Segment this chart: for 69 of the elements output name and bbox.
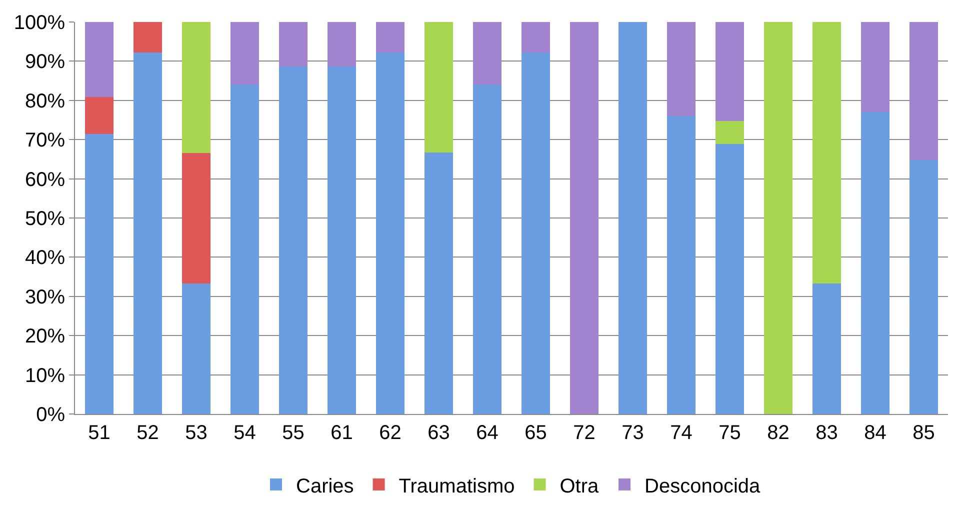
y-tick-label: 80% [24, 90, 66, 112]
x-tick-label: 84 [864, 422, 886, 444]
x-tick-label: 55 [282, 422, 304, 444]
y-tick-label: 0% [36, 404, 66, 426]
x-tick-label: 53 [185, 422, 208, 444]
x-tick-label: 64 [476, 422, 498, 444]
y-tick-label: 50% [24, 208, 66, 230]
x-tick-label: 72 [573, 422, 596, 444]
x-tick-label: 75 [718, 422, 741, 444]
bar [618, 22, 647, 414]
x-tick-label: 74 [670, 422, 692, 444]
legend-label: Otra [560, 475, 600, 498]
bar [230, 22, 259, 85]
bar [861, 112, 890, 414]
x-tick-label: 83 [816, 422, 838, 444]
legend-label: Traumatismo [398, 475, 515, 498]
y-tick-label: 60% [24, 168, 66, 191]
legend-label: Desconocida [644, 475, 762, 498]
x-tick-label: 54 [234, 422, 256, 444]
bar [473, 84, 502, 414]
bar [85, 96, 114, 134]
y-tick-label: 70% [24, 130, 66, 152]
x-tick-label: 65 [524, 422, 547, 444]
x-tick-label: 63 [428, 422, 450, 444]
bar [812, 283, 841, 414]
x-tick-label: 85 [912, 422, 935, 444]
bar [764, 22, 792, 414]
y-tick-label: 40% [24, 247, 66, 270]
bar [85, 22, 114, 97]
bar [134, 52, 162, 414]
bar [424, 152, 453, 414]
x-tick-label: 62 [379, 422, 402, 444]
bar [910, 160, 938, 414]
x-tick-label: 52 [136, 422, 159, 444]
bar [716, 144, 744, 414]
x-tick-label: 73 [622, 422, 644, 444]
y-tick-label: 10% [24, 364, 66, 387]
x-tick-label: 82 [767, 422, 790, 444]
bar [182, 22, 210, 153]
bar [812, 22, 841, 284]
bar [85, 134, 114, 414]
y-tick-label: 90% [24, 51, 66, 74]
bar [424, 22, 453, 153]
x-tick-label: 51 [88, 422, 110, 444]
bar [861, 22, 890, 112]
bar [376, 22, 404, 53]
bar [473, 22, 502, 85]
legend-label: Caries [296, 475, 354, 498]
y-tick-label: 20% [24, 326, 66, 348]
bar [667, 116, 696, 414]
bar [230, 84, 259, 414]
y-tick-label: 100% [14, 12, 66, 34]
bar [182, 152, 210, 284]
bar [134, 22, 162, 53]
bar [716, 22, 744, 122]
bar [376, 52, 404, 414]
bar [667, 22, 696, 116]
bar [522, 22, 550, 53]
bar [279, 22, 308, 67]
x-tick-label: 61 [330, 422, 353, 444]
bar [910, 22, 938, 160]
bar [182, 283, 210, 414]
y-tick-label: 30% [24, 286, 66, 308]
bar [328, 22, 356, 67]
bar [570, 22, 598, 414]
bar [522, 52, 550, 414]
bar [279, 66, 308, 414]
bar [328, 66, 356, 414]
bar [716, 121, 744, 144]
